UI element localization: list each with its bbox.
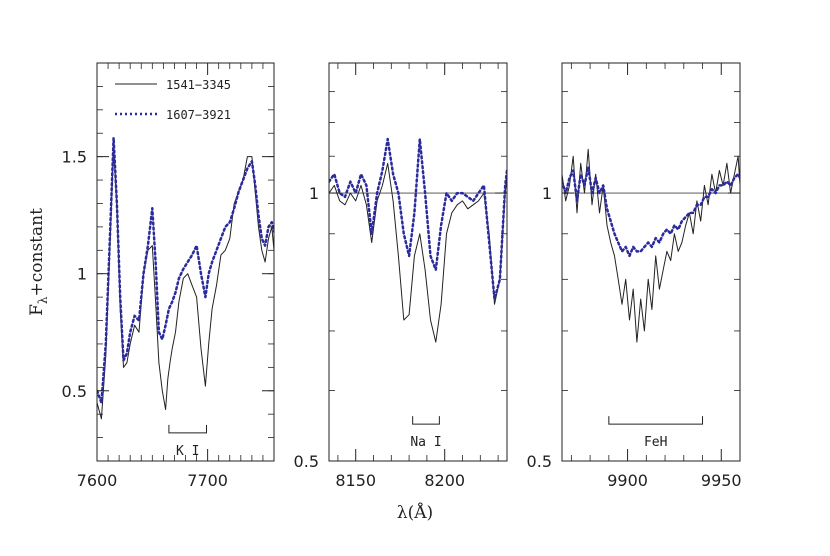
plot-frame <box>96 62 275 462</box>
y-tick-label: 1.5 <box>62 148 87 167</box>
y-axis-title: Fλ+constant <box>27 208 50 316</box>
series-line-1 <box>562 148 740 343</box>
panel-1: 0.5 1 1.5 7600 7700 K I <box>62 62 275 490</box>
y-tick-label: 1 <box>309 184 319 203</box>
y-tick-label: 0.5 <box>527 452 552 471</box>
series-line-1 <box>97 144 274 420</box>
x-tick-label: 8150 <box>335 471 376 490</box>
x-axis-title: λ(Å) <box>397 502 433 523</box>
series-line-2 <box>97 136 274 404</box>
y-tick-label: 1 <box>77 265 87 284</box>
x-tick-label: 7600 <box>77 471 118 490</box>
feature-label: Na I <box>410 435 441 450</box>
feature-label: FeH <box>644 435 667 450</box>
y-tick-label: 0.5 <box>294 452 319 471</box>
y-axis-title-main: F <box>27 304 47 316</box>
series-line-1 <box>329 162 507 343</box>
feature-bracket <box>168 424 208 434</box>
x-tick-label: 8200 <box>424 471 465 490</box>
y-tick-label: 0.5 <box>62 382 87 401</box>
y-tick-label: 1 <box>542 184 552 203</box>
feature-bracket <box>412 416 440 425</box>
y-axis-title-sub: λ <box>36 296 50 304</box>
legend-label-2: 1607−3921 <box>166 108 231 122</box>
legend: 1541−3345 1607−3921 <box>115 78 231 122</box>
x-tick-label: 9950 <box>701 471 742 490</box>
panel-3: 0.5 1 9900 9950 FeH <box>527 62 742 490</box>
series-line-2 <box>329 137 507 301</box>
panel-2: 0.5 1 8150 8200 Na I <box>294 62 508 490</box>
y-axis-title-rest: +constant <box>27 208 47 297</box>
feature-bracket <box>608 416 704 425</box>
legend-label-1: 1541−3345 <box>166 78 231 92</box>
x-tick-label: 9900 <box>607 471 648 490</box>
feature-label: K I <box>176 444 199 459</box>
x-tick-label: 7700 <box>187 471 228 490</box>
plot-frame <box>561 62 741 462</box>
series-line-2 <box>562 165 740 258</box>
panels-group: 0.5 1 1.5 7600 7700 K I 0.5 1 8150 8200 Na I 0.5 1 99… <box>62 62 742 490</box>
plot-frame <box>328 62 508 462</box>
